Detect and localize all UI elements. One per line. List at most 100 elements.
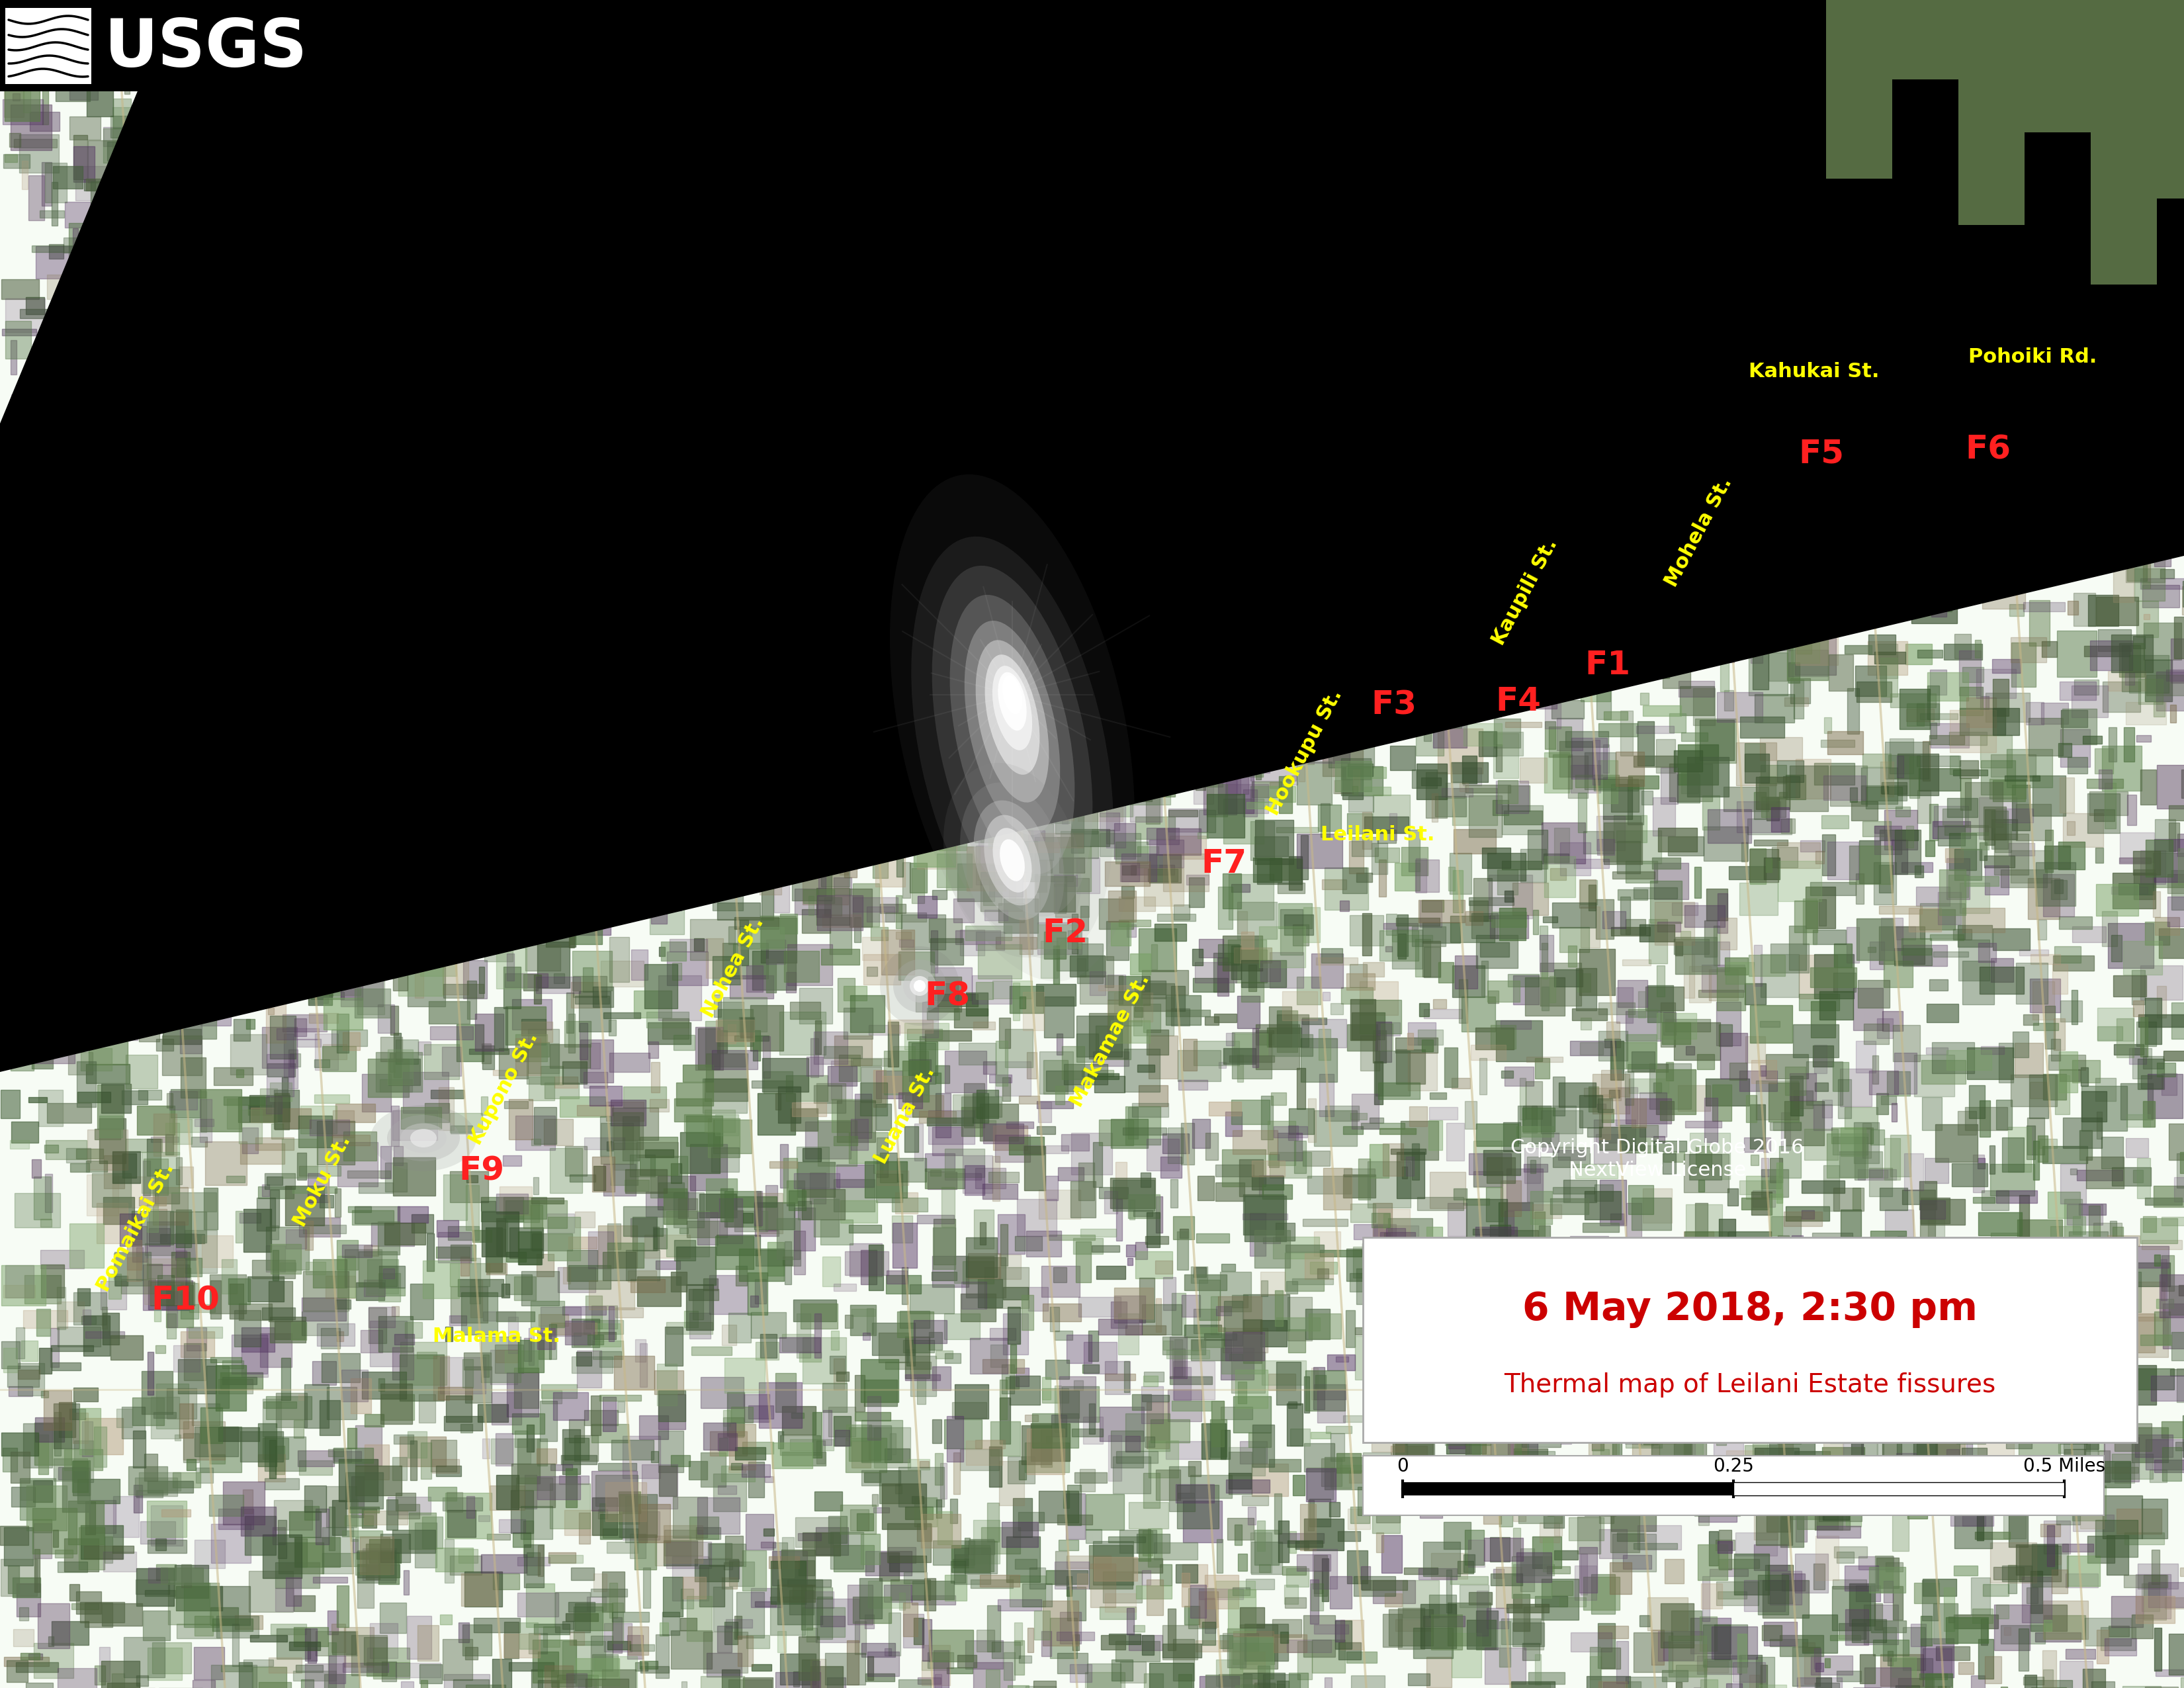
Bar — [1968, 17, 2011, 49]
Bar — [710, 1431, 747, 1455]
Bar — [1374, 1204, 1391, 1239]
Bar — [1583, 1577, 1621, 1610]
Bar — [271, 1124, 284, 1139]
Bar — [1258, 282, 1280, 292]
Bar — [563, 1430, 581, 1475]
Bar — [496, 1219, 505, 1256]
Bar — [253, 493, 297, 533]
Bar — [1101, 486, 1127, 527]
Bar — [277, 557, 310, 569]
Bar — [1428, 1119, 1441, 1150]
Bar — [943, 1313, 981, 1340]
Bar — [491, 1393, 522, 1425]
Bar — [341, 974, 363, 999]
Bar — [1026, 1686, 1055, 1688]
Bar — [1662, 73, 1684, 116]
Bar — [638, 39, 662, 69]
Bar — [1195, 1641, 1241, 1651]
Bar — [723, 1325, 736, 1345]
Bar — [456, 1025, 483, 1062]
Bar — [450, 854, 476, 864]
Bar — [701, 1452, 725, 1487]
Bar — [583, 1138, 625, 1150]
Bar — [935, 1350, 952, 1359]
Bar — [1926, 1465, 1959, 1506]
Bar — [1824, 1658, 1830, 1668]
Bar — [2020, 226, 2035, 241]
Bar — [885, 1448, 911, 1462]
Bar — [629, 1534, 646, 1558]
Bar — [1138, 847, 1160, 868]
Bar — [1548, 728, 1570, 756]
Bar — [2073, 927, 2105, 942]
Bar — [269, 672, 306, 706]
Bar — [1452, 829, 1496, 854]
Bar — [2094, 810, 2114, 822]
Bar — [2049, 1359, 2077, 1393]
Bar — [1361, 441, 1376, 466]
Bar — [1297, 1069, 1306, 1109]
Bar — [1415, 939, 1431, 977]
Bar — [869, 614, 915, 648]
Bar — [1509, 246, 1522, 289]
Bar — [526, 1583, 555, 1627]
Bar — [1155, 829, 1201, 856]
Bar — [2066, 1649, 2094, 1659]
Bar — [363, 245, 397, 262]
Bar — [1769, 560, 1789, 567]
Bar — [1282, 687, 1302, 719]
Bar — [1422, 1541, 1459, 1577]
Bar — [456, 520, 489, 555]
Bar — [1483, 731, 1522, 756]
Bar — [266, 277, 301, 319]
Bar — [1293, 24, 1324, 41]
Bar — [173, 1268, 190, 1291]
Bar — [2125, 457, 2132, 493]
Bar — [1042, 1377, 1051, 1399]
Bar — [354, 770, 397, 792]
Bar — [684, 383, 719, 425]
Bar — [96, 24, 142, 44]
Bar — [1719, 1531, 1732, 1570]
Bar — [299, 510, 339, 532]
Bar — [356, 1551, 395, 1560]
Bar — [286, 500, 314, 540]
Bar — [435, 160, 456, 192]
Bar — [1939, 203, 1977, 245]
Bar — [1162, 1134, 1188, 1153]
Bar — [1992, 819, 2018, 839]
Bar — [266, 32, 306, 69]
Bar — [1286, 1404, 1304, 1447]
Bar — [511, 839, 544, 881]
Bar — [1105, 1361, 1129, 1394]
Bar — [1977, 1430, 2014, 1469]
Bar — [1562, 501, 1575, 511]
Bar — [448, 1227, 478, 1241]
Bar — [1057, 311, 1085, 353]
Bar — [487, 488, 520, 517]
Bar — [933, 76, 954, 110]
Bar — [1605, 358, 1616, 380]
Bar — [1354, 363, 1382, 370]
Bar — [1782, 776, 1800, 798]
Bar — [146, 164, 179, 208]
Bar — [1562, 64, 1597, 98]
Bar — [524, 1475, 537, 1509]
Bar — [1586, 1190, 1621, 1219]
Bar — [1319, 1249, 1363, 1258]
Bar — [1725, 598, 1756, 643]
Bar — [1315, 390, 1356, 398]
Bar — [354, 989, 391, 1018]
Bar — [2081, 88, 2125, 122]
Bar — [1389, 1609, 1433, 1646]
Bar — [1889, 755, 1920, 778]
Bar — [1114, 449, 1153, 461]
Bar — [41, 810, 76, 834]
Bar — [1306, 1469, 1332, 1499]
Bar — [1195, 189, 1199, 199]
Bar — [860, 1642, 895, 1658]
Bar — [1985, 1656, 2001, 1683]
Bar — [1136, 34, 1160, 69]
Bar — [290, 552, 334, 596]
Bar — [627, 279, 644, 299]
